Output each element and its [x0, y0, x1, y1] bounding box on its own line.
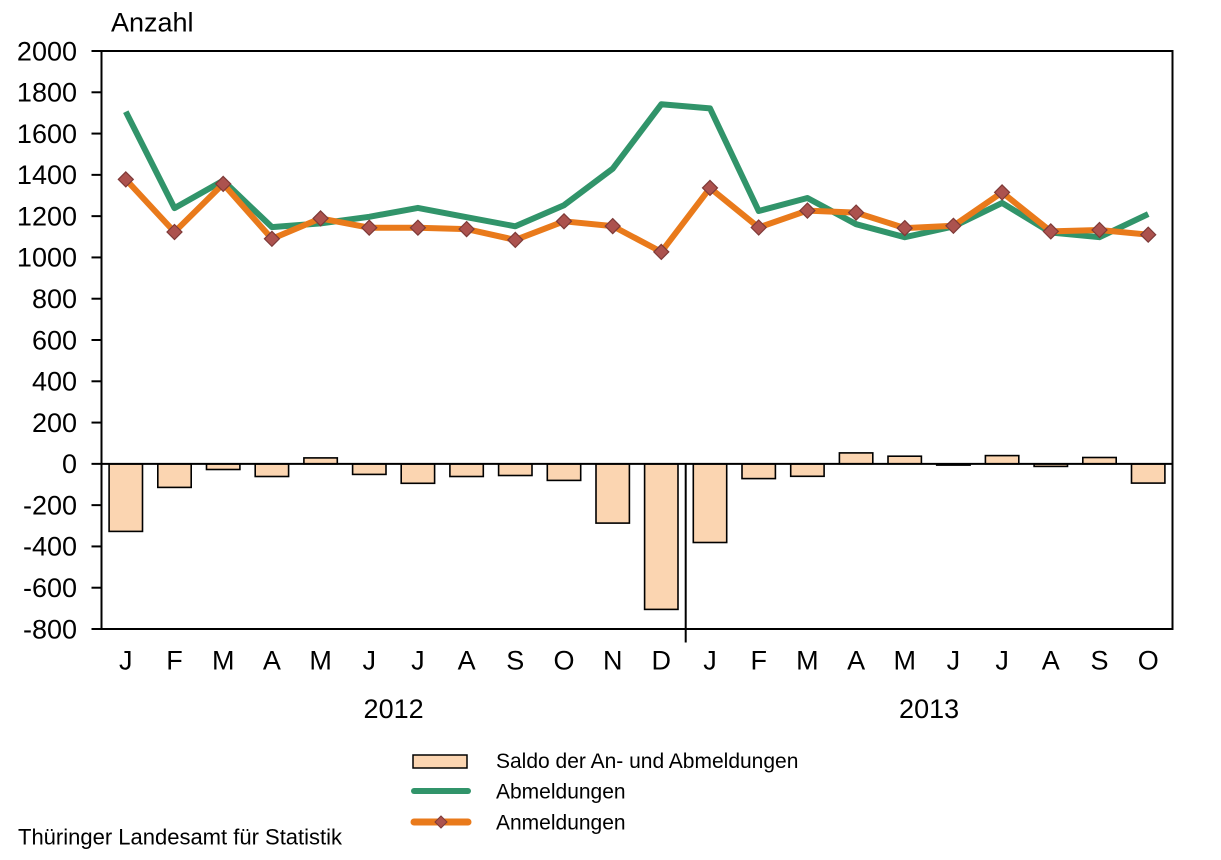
svg-text:J: J	[119, 646, 133, 676]
svg-text:J: J	[703, 646, 717, 676]
svg-text:2000: 2000	[17, 36, 77, 66]
svg-text:J: J	[362, 646, 376, 676]
svg-text:0: 0	[62, 449, 77, 479]
svg-text:A: A	[263, 646, 281, 676]
svg-text:1400: 1400	[17, 160, 77, 190]
svg-text:-600: -600	[23, 573, 77, 603]
svg-text:A: A	[847, 646, 865, 676]
svg-text:Anmeldungen: Anmeldungen	[496, 812, 626, 835]
svg-text:1600: 1600	[17, 119, 77, 149]
svg-text:2013: 2013	[899, 694, 959, 724]
svg-text:200: 200	[32, 408, 77, 438]
svg-text:S: S	[506, 646, 524, 676]
svg-text:O: O	[1138, 646, 1159, 676]
svg-text:O: O	[553, 646, 574, 676]
svg-text:A: A	[1042, 646, 1060, 676]
svg-text:Thüringer Landesamt für Statis: Thüringer Landesamt für Statistik	[18, 825, 343, 850]
svg-text:1200: 1200	[17, 201, 77, 231]
svg-text:1000: 1000	[17, 243, 77, 273]
svg-text:F: F	[166, 646, 183, 676]
svg-text:S: S	[1090, 646, 1108, 676]
svg-text:M: M	[212, 646, 235, 676]
svg-text:M: M	[894, 646, 917, 676]
svg-text:Saldo der An- und Abmeldungen: Saldo der An- und Abmeldungen	[496, 750, 798, 773]
svg-text:800: 800	[32, 284, 77, 314]
svg-text:600: 600	[32, 325, 77, 355]
svg-text:F: F	[750, 646, 767, 676]
svg-text:Abmeldungen: Abmeldungen	[496, 781, 626, 804]
svg-text:A: A	[458, 646, 476, 676]
svg-text:J: J	[411, 646, 425, 676]
svg-text:1800: 1800	[17, 78, 77, 108]
svg-text:-400: -400	[23, 532, 77, 562]
svg-text:J: J	[947, 646, 961, 676]
svg-text:2012: 2012	[364, 694, 424, 724]
svg-text:J: J	[995, 646, 1009, 676]
svg-text:-800: -800	[23, 614, 77, 644]
svg-text:M: M	[796, 646, 819, 676]
svg-text:M: M	[309, 646, 332, 676]
svg-text:400: 400	[32, 367, 77, 397]
svg-text:-200: -200	[23, 490, 77, 520]
svg-text:D: D	[652, 646, 672, 676]
svg-text:Anzahl: Anzahl	[111, 8, 194, 38]
svg-text:N: N	[603, 646, 623, 676]
